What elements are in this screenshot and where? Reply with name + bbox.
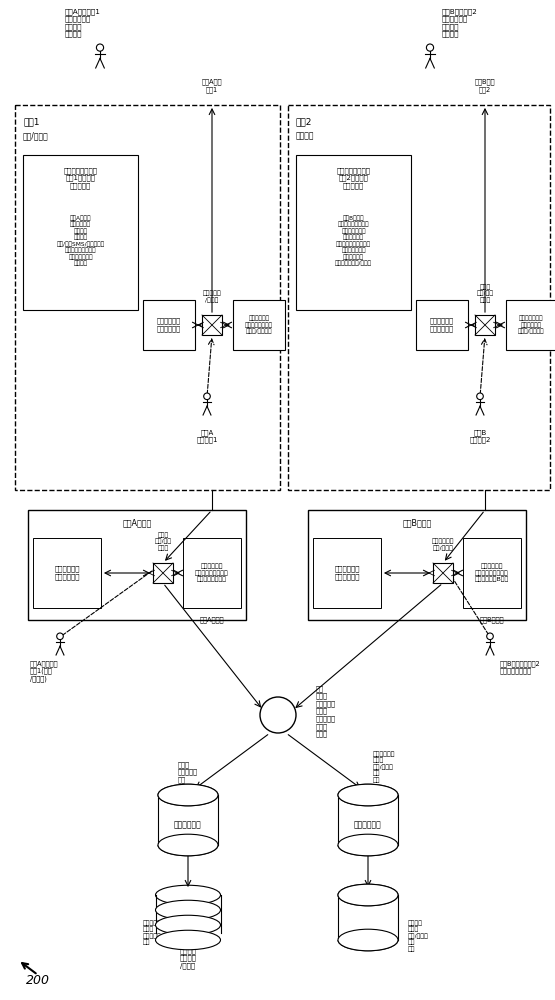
Ellipse shape bbox=[158, 784, 218, 806]
Text: 可编程
开关/移动
访问点: 可编程 开关/移动 访问点 bbox=[476, 284, 493, 303]
Text: 用户B的设备: 用户B的设备 bbox=[480, 616, 504, 623]
Bar bbox=[475, 315, 495, 335]
Bar bbox=[288, 105, 550, 490]
Ellipse shape bbox=[338, 929, 398, 951]
Bar bbox=[308, 510, 526, 620]
Text: 200: 200 bbox=[26, 974, 50, 986]
Circle shape bbox=[477, 393, 483, 400]
Ellipse shape bbox=[338, 884, 398, 906]
Text: 用户A离开
区域1: 用户A离开 区域1 bbox=[202, 79, 222, 93]
Circle shape bbox=[57, 633, 63, 640]
Bar bbox=[33, 538, 101, 608]
Bar bbox=[296, 155, 411, 310]
Circle shape bbox=[426, 44, 433, 51]
Text: 用户A的设备: 用户A的设备 bbox=[200, 616, 224, 623]
Text: 文件存储装置: 文件存储装置 bbox=[354, 820, 382, 829]
Text: 第五通道：一验
证完成，重设
备状态/配置文件: 第五通道：一验 证完成，重设 备状态/配置文件 bbox=[518, 316, 544, 334]
Text: 用户A的设备
例如一传照表
解密件，
自动响应
手机/发送SMS/接发来电，
在紧急情况下在便携
大告告警，发出
全局注册: 用户A的设备 例如一传照表 解密件， 自动响应 手机/发送SMS/接发来电， 在… bbox=[57, 215, 104, 266]
Text: 可编程开关
/访问点: 可编程开关 /访问点 bbox=[203, 291, 221, 303]
Bar bbox=[202, 315, 222, 335]
Bar bbox=[143, 300, 195, 350]
Bar bbox=[233, 300, 285, 350]
Ellipse shape bbox=[155, 930, 220, 950]
Bar bbox=[416, 300, 468, 350]
Text: 用户A离开区域1
（会议区域）
接受设备
配置文件: 用户A离开区域1 （会议区域） 接受设备 配置文件 bbox=[65, 8, 101, 37]
Ellipse shape bbox=[158, 834, 218, 856]
Ellipse shape bbox=[155, 885, 220, 905]
Text: 第一通道：一
用户凭据验证: 第一通道：一 用户凭据验证 bbox=[334, 566, 360, 580]
Ellipse shape bbox=[338, 884, 398, 906]
Text: 第四通道：一
用户凭据验证: 第四通道：一 用户凭据验证 bbox=[157, 318, 181, 332]
Circle shape bbox=[97, 44, 104, 51]
Bar bbox=[313, 538, 381, 608]
Text: 用户B
离开区域2: 用户B 离开区域2 bbox=[470, 429, 491, 443]
Text: 用户B的设备
例如一按照配置设备
配置文件设置成
使用紧急模式
出现紧急情况时格上示
的情况数量设置
向屏幕发紧急
情况信息（音频/视频）: 用户B的设备 例如一按照配置设备 配置文件设置成 使用紧急模式 出现紧急情况时格… bbox=[335, 215, 372, 266]
Ellipse shape bbox=[338, 784, 398, 806]
Text: 发送
规则，
预配置设置
接收一
用户待定，
所持接
的视频: 发送 规则， 预配置设置 接收一 用户待定， 所持接 的视频 bbox=[316, 685, 336, 737]
Circle shape bbox=[487, 633, 493, 640]
Circle shape bbox=[204, 393, 210, 400]
Bar bbox=[463, 538, 521, 608]
Text: 用户B的设备: 用户B的设备 bbox=[402, 518, 432, 527]
Text: 第二通道：一
验证完成，配置文件
被传送给用户B设备: 第二通道：一 验证完成，配置文件 被传送给用户B设备 bbox=[475, 564, 509, 582]
Ellipse shape bbox=[155, 900, 220, 920]
Text: 用户A的设备: 用户A的设备 bbox=[122, 518, 152, 527]
Text: 工作地点: 工作地点 bbox=[296, 131, 315, 140]
Bar bbox=[15, 105, 280, 490]
Text: 区域1: 区域1 bbox=[23, 117, 39, 126]
Text: 第三通道：一按照
区域1配置表设
置配置文件: 第三通道：一按照 区域1配置表设 置配置文件 bbox=[63, 167, 98, 189]
Text: 数据存储装置: 数据存储装置 bbox=[174, 820, 202, 829]
Text: 区域2: 区域2 bbox=[296, 117, 312, 126]
Text: 存储装置
音频、
音频/视频，
音频
文件: 存储装置 音频、 音频/视频， 音频 文件 bbox=[408, 920, 429, 952]
Text: 用户A：一进入
区域1(待客
/会议室): 用户A：一进入 区域1(待客 /会议室) bbox=[30, 660, 58, 682]
Bar bbox=[28, 510, 246, 620]
Text: 中央授权
存储服务
/服务器: 中央授权 存储服务 /服务器 bbox=[179, 947, 196, 969]
Ellipse shape bbox=[338, 784, 398, 806]
Bar bbox=[23, 155, 138, 310]
Text: 第一通道：一
用户凭据验证: 第一通道：一 用户凭据验证 bbox=[54, 566, 80, 580]
Text: 用户B离开区域2
（工作地点）
接受设备
配置文件: 用户B离开区域2 （工作地点） 接受设备 配置文件 bbox=[442, 8, 478, 37]
Bar bbox=[183, 538, 241, 608]
Text: 接收一
预配置设备
规则: 接收一 预配置设备 规则 bbox=[178, 761, 198, 783]
Text: 接收一语音、视频
发送一
文件设置，
规则: 接收一语音、视频 发送一 文件设置， 规则 bbox=[143, 920, 173, 945]
Ellipse shape bbox=[155, 915, 220, 935]
Circle shape bbox=[260, 697, 296, 733]
Text: 第二通道：一
验证完成，配置文件
被传送给用户设备: 第二通道：一 验证完成，配置文件 被传送给用户设备 bbox=[195, 564, 229, 582]
Bar bbox=[433, 563, 453, 583]
Text: 可编程
开关/移动
访问点: 可编程 开关/移动 访问点 bbox=[154, 532, 171, 551]
Text: 用户B离开
区域2: 用户B离开 区域2 bbox=[475, 79, 495, 93]
Ellipse shape bbox=[158, 784, 218, 806]
Text: 静音/会议室: 静音/会议室 bbox=[23, 131, 49, 140]
Text: 第五通道：一
验证完成，重置设
备状态/配置文件: 第五通道：一 验证完成，重置设 备状态/配置文件 bbox=[245, 316, 273, 334]
Bar bbox=[153, 563, 173, 583]
Text: 用户A
离开区域1: 用户A 离开区域1 bbox=[196, 429, 218, 443]
Bar bbox=[506, 300, 555, 350]
Text: 文件存储装置
文件一
音频/视频，
音频
文件: 文件存储装置 文件一 音频/视频， 音频 文件 bbox=[373, 751, 396, 783]
Text: 用户B：一进入区域2
（工作地点区域）: 用户B：一进入区域2 （工作地点区域） bbox=[500, 660, 541, 674]
Ellipse shape bbox=[338, 834, 398, 856]
Text: 可编程（移动
开关/访问点: 可编程（移动 开关/访问点 bbox=[432, 539, 454, 551]
Text: 第四通道：一
用户凭据验证: 第四通道：一 用户凭据验证 bbox=[430, 318, 454, 332]
Text: 第三通道：一按照
区域2配置表设
置配置文件: 第三通道：一按照 区域2配置表设 置配置文件 bbox=[336, 167, 371, 189]
